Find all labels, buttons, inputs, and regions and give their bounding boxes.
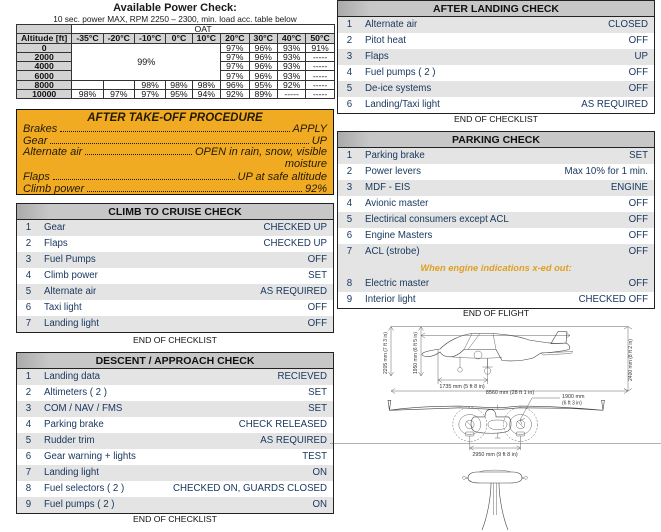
svg-text:(6 ft 3 in): (6 ft 3 in) [562, 401, 582, 407]
svg-text:2205 mm (7 ft 3 in): 2205 mm (7 ft 3 in) [383, 332, 389, 374]
svg-text:1950 mm (6 ft 5 in): 1950 mm (6 ft 5 in) [413, 332, 419, 374]
svg-text:1900 mm: 1900 mm [562, 394, 585, 400]
svg-text:2400 mm (8 ft 2 in): 2400 mm (8 ft 2 in) [628, 339, 634, 381]
svg-text:8560 mm (28 ft 1 in): 8560 mm (28 ft 1 in) [486, 390, 534, 396]
svg-text:1735 mm (5 ft 8 in): 1735 mm (5 ft 8 in) [439, 384, 484, 390]
svg-text:2950 mm (9 ft 8 in): 2950 mm (9 ft 8 in) [472, 452, 517, 458]
